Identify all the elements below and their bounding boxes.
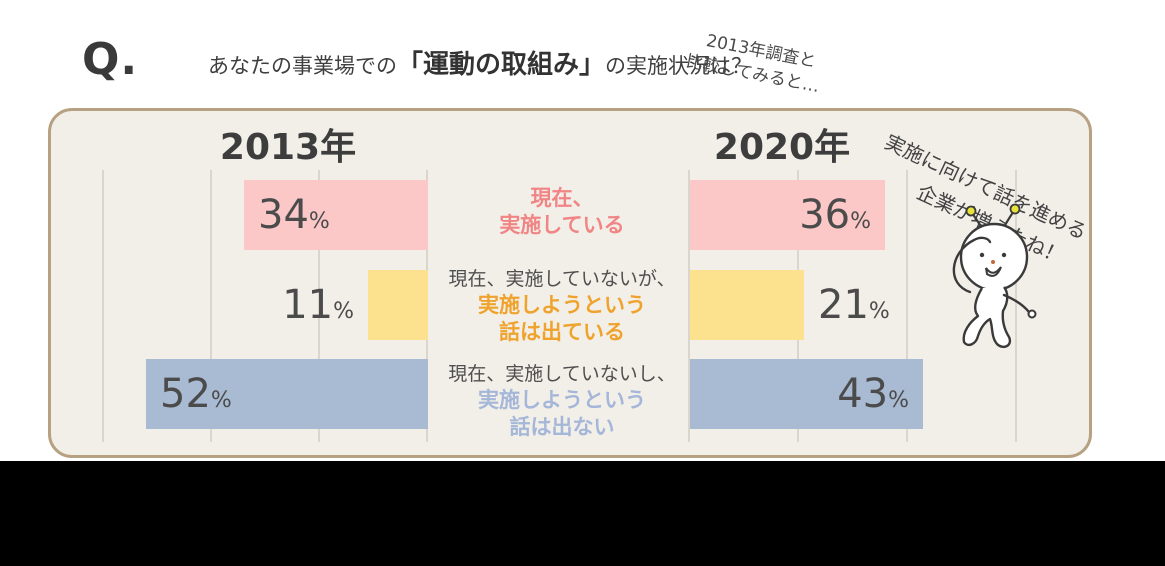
bar-2013-implementing: 34% <box>244 180 428 250</box>
mascot-extended-arm <box>1002 293 1031 314</box>
value-label-2020-implementing: 36% <box>799 192 871 238</box>
gridline <box>102 170 104 442</box>
bar-row-2020-implementing: 36% <box>690 180 1090 250</box>
mascot-body-legs <box>962 286 1012 348</box>
category-label-implementing: 現在、 実施している <box>499 186 625 237</box>
gridline <box>210 170 212 442</box>
mascot-eye-left <box>979 252 985 258</box>
value-label-2020-no-plan: 43% <box>837 371 909 417</box>
category-label-discussing: 現在、実施していないが、 実施しようという 話は出ている <box>448 268 676 344</box>
mascot-head <box>959 222 1029 292</box>
mascot-hand <box>1027 309 1037 319</box>
mascot-mouth <box>985 266 1002 277</box>
bar-2020-implementing: 36% <box>690 180 885 250</box>
antenna-tip-right <box>1009 203 1021 215</box>
value-label-2013-discussing: 11% <box>282 282 354 328</box>
mascot-raised-arm <box>952 236 992 294</box>
chart-card: 2013年 2020年 34% 11% 52% <box>48 108 1092 458</box>
question-text: あなたの事業場での「運動の取組み」の実施状況は？ <box>208 48 752 83</box>
mascot-illustration <box>952 203 1037 348</box>
value-label-2013-no-plan: 52% <box>160 371 232 417</box>
bar-2020-discussing <box>690 270 804 340</box>
question-text-after: の実施状況は？ <box>605 54 753 78</box>
gridline <box>906 170 908 442</box>
bar-row-2013-discussing: 11% <box>54 270 428 340</box>
year-header-2020: 2020年 <box>713 127 851 168</box>
gridline <box>318 170 320 442</box>
value-label-2013-implementing: 34% <box>258 192 330 238</box>
question-mark: Q. <box>82 34 139 85</box>
bar-row-2020-no-plan: 43% <box>690 359 1090 429</box>
antenna-tip-left <box>965 205 977 217</box>
year-header-2013: 2013年 <box>219 127 357 168</box>
bar-row-2013-implementing: 34% <box>54 180 428 250</box>
category-label-no-plan: 現在、実施していないし、 実施しようという 話は出ない <box>448 363 676 439</box>
bar-2013-discussing <box>368 270 428 340</box>
mascot-nose <box>991 260 995 264</box>
mascot-eye-right <box>1001 252 1007 258</box>
bar-row-2013-no-plan: 52% <box>54 359 428 429</box>
bar-2020-no-plan: 43% <box>690 359 923 429</box>
gridline <box>688 170 690 442</box>
value-label-2020-discussing: 21% <box>818 282 890 328</box>
bar-2013-no-plan: 52% <box>146 359 428 429</box>
handwritten-note: 2013年調査と 比較してみると… <box>684 26 870 107</box>
question-text-before: あなたの事業場での <box>208 54 397 78</box>
bottom-black-band <box>0 461 1165 566</box>
gridline <box>1015 170 1017 442</box>
question-text-highlight: 「運動の取組み」 <box>397 50 606 80</box>
bar-row-2020-discussing: 21% <box>690 270 1090 340</box>
